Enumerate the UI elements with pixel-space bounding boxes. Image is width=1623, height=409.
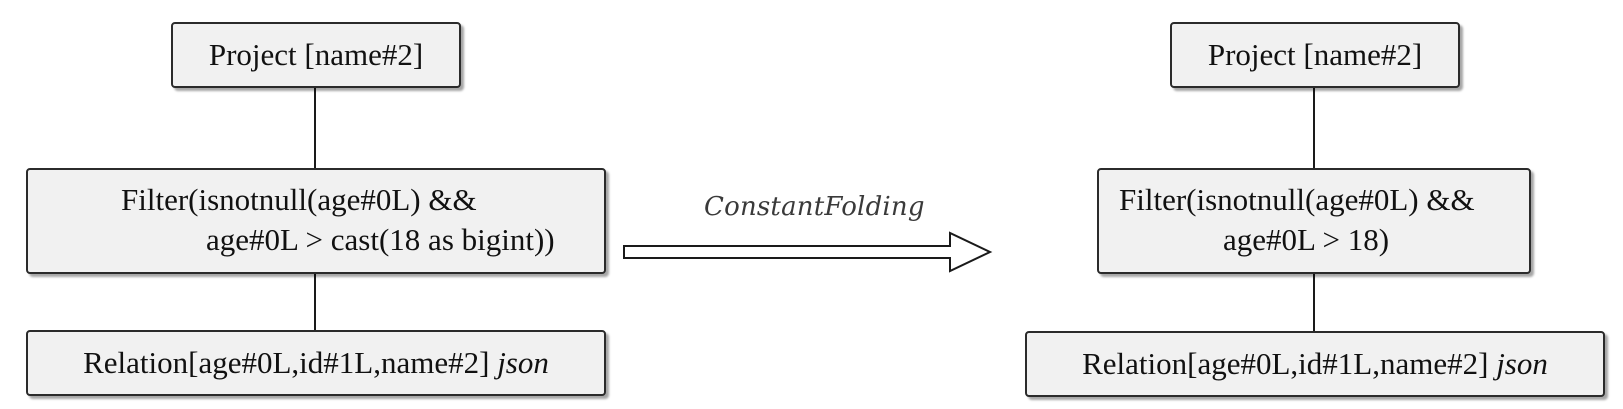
- left-filter-relation-edge: [314, 274, 316, 330]
- left-relation-node: Relation[age#0L,id#1L,name#2] json: [26, 330, 606, 396]
- left-relation-label: Relation[age#0L,id#1L,name#2] json: [28, 343, 604, 383]
- right-relation-format: json: [1496, 346, 1548, 381]
- left-project-node: Project [name#2]: [171, 22, 461, 88]
- right-relation-label: Relation[age#0L,id#1L,name#2] json: [1027, 344, 1603, 384]
- left-project-label: Project [name#2]: [208, 37, 424, 72]
- left-filter-node: Filter(isnotnull(age#0L) && age#0L > cas…: [26, 168, 606, 274]
- transform-arrow-icon: [623, 231, 993, 273]
- left-filter-line-2: age#0L > cast(18 as bigint)): [206, 222, 555, 257]
- left-project-filter-edge: [314, 87, 316, 168]
- left-relation-attributes: Relation[age#0L,id#1L,name#2]: [83, 345, 490, 380]
- right-project-filter-edge: [1313, 87, 1315, 168]
- right-filter-node: Filter(isnotnull(age#0L) && age#0L > 18): [1097, 168, 1531, 274]
- left-relation-format: json: [497, 345, 549, 380]
- right-project-label: Project [name#2]: [1207, 37, 1423, 72]
- right-filter-line-1: Filter(isnotnull(age#0L) &&: [1119, 182, 1475, 217]
- right-filter-relation-edge: [1313, 274, 1315, 331]
- left-filter-line-1: Filter(isnotnull(age#0L) &&: [121, 182, 477, 217]
- right-relation-node: Relation[age#0L,id#1L,name#2] json: [1025, 331, 1605, 397]
- right-project-node: Project [name#2]: [1170, 22, 1460, 88]
- rule-label: ConstantFolding: [704, 192, 925, 222]
- right-relation-attributes: Relation[age#0L,id#1L,name#2]: [1082, 346, 1489, 381]
- right-filter-line-2: age#0L > 18): [1223, 222, 1390, 257]
